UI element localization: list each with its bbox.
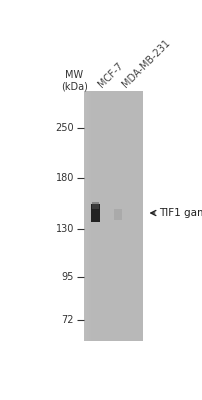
Bar — [88, 91, 89, 341]
Text: 72: 72 — [61, 315, 74, 325]
Text: 180: 180 — [56, 173, 74, 183]
Bar — [87, 91, 88, 341]
Bar — [83, 91, 84, 341]
Bar — [86, 91, 87, 341]
Bar — [92, 91, 93, 341]
Text: MCF-7: MCF-7 — [96, 61, 125, 90]
Text: 95: 95 — [61, 272, 74, 282]
Bar — [84, 91, 85, 341]
Bar — [89, 91, 90, 341]
Text: MW
(kDa): MW (kDa) — [60, 70, 87, 92]
Bar — [85, 91, 86, 341]
Bar — [90, 91, 91, 341]
Text: 250: 250 — [55, 122, 74, 132]
Text: MDA-MB-231: MDA-MB-231 — [120, 38, 171, 90]
Bar — [114, 210, 122, 220]
Bar — [83, 91, 143, 341]
Text: TIF1 gamma: TIF1 gamma — [158, 208, 202, 218]
Text: 130: 130 — [56, 224, 74, 234]
Bar — [91, 91, 92, 341]
Bar — [91, 204, 99, 222]
Bar — [91, 202, 99, 209]
